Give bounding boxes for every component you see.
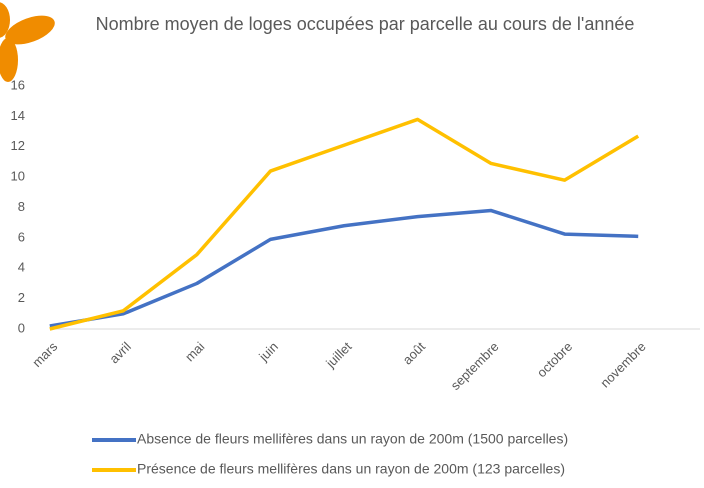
x-tick-label: novembre	[597, 339, 648, 390]
y-tick-label: 4	[18, 260, 25, 275]
y-tick-label: 8	[18, 199, 25, 214]
x-tick-label: octobre	[534, 339, 575, 380]
page: 0 2 4 6 8 10 12 14 16 mars avril mai juin juillet août…	[0, 0, 704, 488]
x-tick-label: juillet	[322, 339, 355, 372]
chart-title: Nombre moyen de loges occupées par parce…	[80, 12, 650, 36]
x-tick-label: mars	[29, 339, 60, 370]
y-tick-label: 16	[11, 77, 25, 92]
series-line	[50, 211, 638, 326]
y-tick-label: 14	[11, 108, 25, 123]
x-tick-label: août	[400, 339, 429, 368]
legend-label: Présence de fleurs mellifères dans un ra…	[137, 461, 565, 477]
y-tick-label: 12	[11, 138, 25, 153]
x-tick-label: juin	[255, 339, 281, 365]
y-tick-label: 6	[18, 229, 25, 244]
y-tick-label: 0	[18, 320, 25, 335]
x-tick-label: mai	[182, 339, 207, 364]
y-tick-label: 10	[11, 169, 25, 184]
y-tick-label: 2	[18, 290, 25, 305]
decoration	[0, 2, 59, 82]
x-tick-label: septembre	[448, 339, 502, 393]
x-tick-label: avril	[106, 339, 134, 367]
legend-label: Absence de fleurs mellifères dans un ray…	[137, 431, 568, 447]
chart: 0 2 4 6 8 10 12 14 16 mars avril mai juin juillet août…	[0, 0, 704, 488]
